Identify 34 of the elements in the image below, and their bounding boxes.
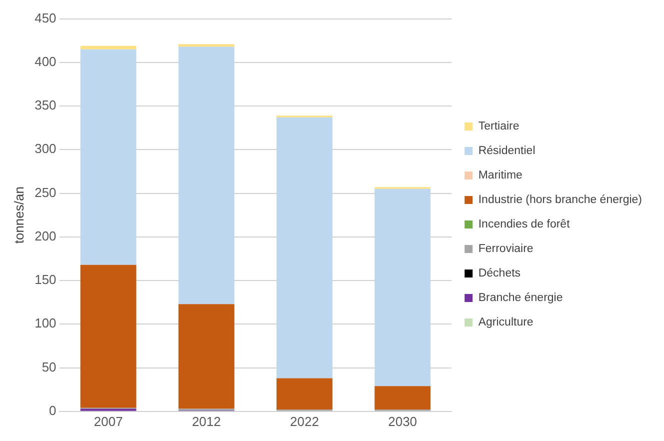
legend-label: Incendies de forêt	[478, 218, 571, 231]
y-axis-title: tonnes/an	[11, 186, 26, 244]
x-tick-label: 2030	[388, 414, 418, 429]
bar	[178, 44, 234, 47]
bar	[276, 378, 332, 410]
y-tick-label: 450	[34, 10, 56, 26]
legend-label: Maritime	[478, 170, 522, 182]
y-tick-label: 350	[34, 98, 56, 113]
bar	[374, 386, 431, 410]
bar	[374, 188, 431, 386]
bar	[178, 46, 234, 304]
legend-label: Agriculture	[478, 316, 534, 329]
x-tick-label: 2012	[192, 414, 221, 429]
legend-label: Résidentiel	[478, 145, 536, 158]
y-tick-label: 150	[34, 272, 56, 288]
y-tick-label: 0	[49, 402, 56, 418]
legend-label: Tertiaire	[478, 120, 520, 133]
y-tick-label: 300	[34, 141, 56, 156]
bar	[80, 46, 136, 50]
x-tick-label: 2022	[290, 414, 319, 429]
legend-label: Industrie (hors branche énergie)	[478, 194, 642, 206]
bar	[80, 49, 136, 265]
bar	[276, 117, 332, 378]
y-tick-label: 400	[34, 54, 56, 69]
y-tick-label: 100	[34, 316, 56, 331]
legend-label: Déchets	[478, 268, 521, 280]
x-tick-label: 2007	[94, 414, 123, 429]
y-tick-label: 200	[34, 228, 56, 244]
legend-label: Ferroviaire	[478, 243, 534, 256]
y-tick-label: 250	[34, 184, 56, 200]
legend-label: Branche énergie	[478, 292, 563, 304]
bar	[80, 264, 136, 408]
bar	[178, 304, 234, 409]
y-tick-label: 50	[42, 359, 56, 374]
